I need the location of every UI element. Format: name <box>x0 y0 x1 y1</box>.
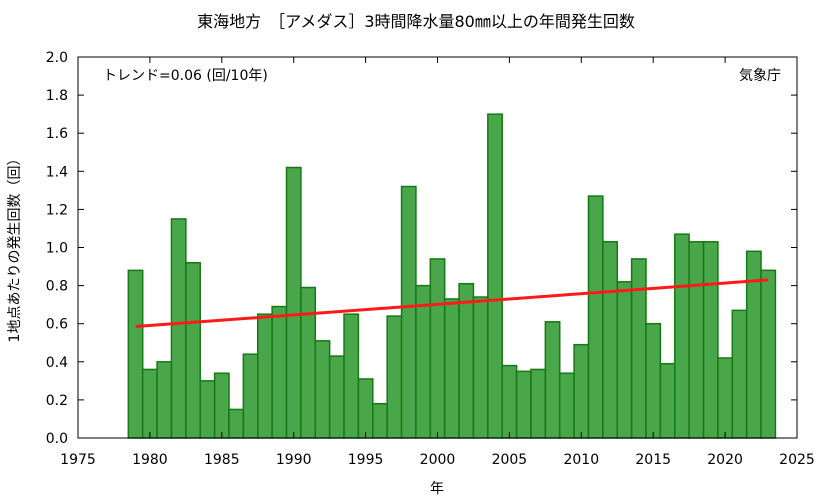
bar-2006 <box>515 370 532 439</box>
bar-1984 <box>199 380 216 439</box>
bar-2007 <box>530 368 547 439</box>
bar-1986 <box>228 408 245 439</box>
bar-1981 <box>156 361 173 439</box>
y-tick-label: 0.0 <box>46 431 68 447</box>
x-axis-label: 年 <box>430 481 444 497</box>
bar-1995 <box>357 378 374 439</box>
bar-1989 <box>271 305 288 439</box>
bar-2003 <box>472 296 489 439</box>
x-axis: 1975 1980 1985 1990 1995 2000 2005 2010 2015 2020… <box>60 57 815 468</box>
x-tick-label: 2010 <box>563 452 599 468</box>
bar-1997 <box>386 315 403 439</box>
bar-1998 <box>400 185 417 439</box>
bar-1992 <box>314 340 331 439</box>
bar-1985 <box>213 372 230 439</box>
x-tick-label: 1990 <box>276 452 312 468</box>
bar-2005 <box>501 364 518 439</box>
trend-line <box>135 278 769 329</box>
bar-2001 <box>443 298 460 439</box>
chart-title: 東海地方 ［アメダス］3時間降水量80㎜以上の年間発生回数 <box>197 12 635 31</box>
y-tick-label: 1.8 <box>46 88 68 104</box>
bar-2019 <box>702 241 719 439</box>
bar-2015 <box>645 322 662 439</box>
bars-group <box>127 113 777 439</box>
bar-2002 <box>458 282 475 439</box>
y-tick-label: 1.4 <box>46 164 68 180</box>
y-tick-label: 1.2 <box>46 202 68 218</box>
bar-1980 <box>141 368 158 439</box>
y-tick-label: 0.2 <box>46 393 68 409</box>
source-label: 気象庁 <box>739 68 781 84</box>
bar-1994 <box>343 313 360 439</box>
bar-2017 <box>674 233 690 439</box>
bar-2004 <box>487 113 503 439</box>
bar-2011 <box>587 195 604 439</box>
y-tick-label: 1.0 <box>46 241 68 257</box>
y-tick-label: 1.6 <box>46 126 68 142</box>
bar-2012 <box>602 241 618 439</box>
bar-1982 <box>170 218 187 439</box>
bar-2009 <box>558 372 575 439</box>
bar-2013 <box>616 281 633 439</box>
y-tick-label: 2.0 <box>46 50 68 66</box>
x-tick-label: 1985 <box>204 452 240 468</box>
bar-2000 <box>429 258 446 439</box>
bar-1979 <box>127 269 144 439</box>
bar-2008 <box>544 321 561 439</box>
x-tick-label: 2015 <box>635 452 671 468</box>
x-tick-label: 1995 <box>348 452 384 468</box>
bar-2021 <box>731 309 748 439</box>
x-tick-label: 1975 <box>60 452 96 468</box>
bar-1983 <box>185 261 201 439</box>
y-axis: 0.0 0.2 0.4 0.6 0.8 1.0 1.2 1.4 1.6 1.8 2.0 <box>46 50 797 447</box>
bar-2023 <box>760 269 777 439</box>
bar-1999 <box>415 284 432 439</box>
x-tick-label: 2000 <box>420 452 456 468</box>
bar-2018 <box>688 241 705 439</box>
bar-2010 <box>573 343 590 439</box>
bar-1990 <box>285 166 302 439</box>
x-tick-label: 2020 <box>707 452 743 468</box>
bar-2020 <box>717 357 734 439</box>
bar-1988 <box>257 313 273 439</box>
bar-2014 <box>630 258 647 439</box>
y-axis-label: 1地点あたりの発生回数（回） <box>7 152 23 343</box>
trend-annotation: トレンド=0.06 (回/10年) <box>103 68 268 84</box>
y-tick-label: 0.4 <box>46 355 68 371</box>
bar-1991 <box>300 286 317 439</box>
bar-1987 <box>242 353 259 439</box>
x-tick-label: 1980 <box>132 452 168 468</box>
y-tick-label: 0.8 <box>46 279 68 295</box>
bar-1993 <box>328 355 345 439</box>
x-tick-label: 2005 <box>492 452 528 468</box>
x-tick-label: 2025 <box>779 452 815 468</box>
y-tick-label: 0.6 <box>46 317 68 333</box>
bar-1996 <box>372 402 388 439</box>
bar-2016 <box>659 362 676 439</box>
